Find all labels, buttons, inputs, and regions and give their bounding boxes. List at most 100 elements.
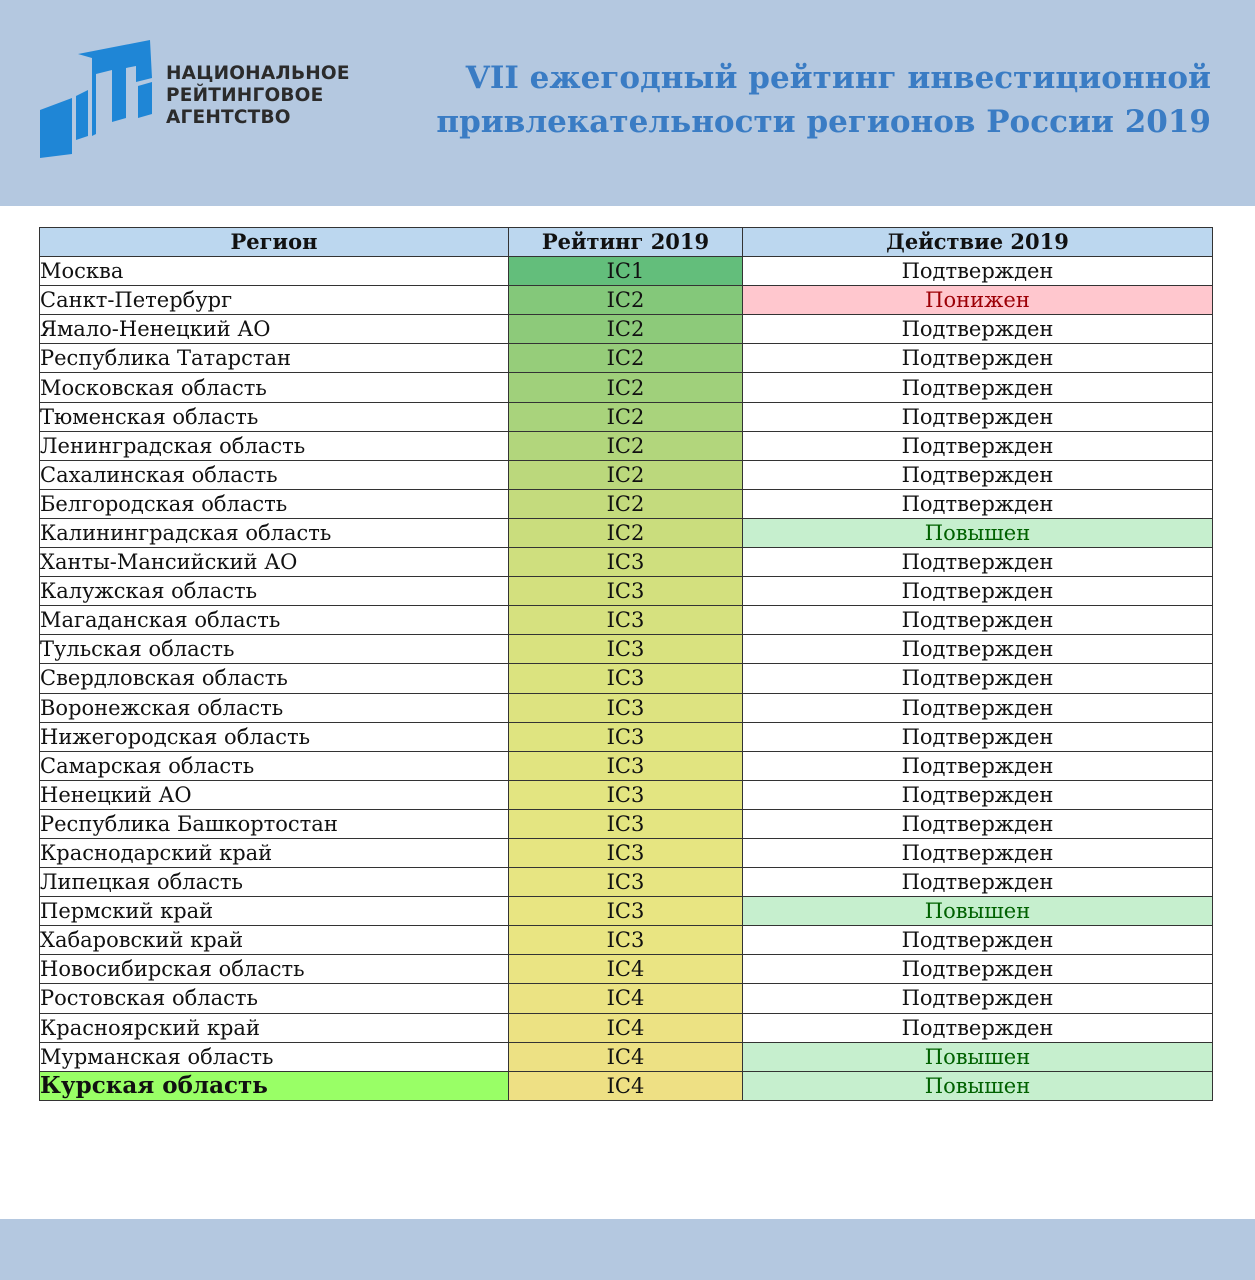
region-cell: Липецкая область	[39, 867, 509, 898]
action-cell: Подтвержден	[742, 314, 1213, 345]
rating-cell: IC4	[508, 1070, 743, 1101]
rating-cell: IC4	[508, 1012, 743, 1043]
action-cell: Подтвержден	[742, 692, 1213, 723]
table-row: Магаданская область IC3 Подтвержден	[39, 605, 1213, 636]
table-row: Москва IC1 Подтвержден	[39, 256, 1213, 287]
action-cell: Подтвержден	[742, 430, 1213, 461]
region-cell: Ямало-Ненецкий АО	[39, 314, 509, 345]
agency-name-line: НАЦИОНАЛЬНОЕ	[166, 63, 350, 84]
rating-cell: IC2	[508, 285, 743, 316]
table-row: Мурманская область IC4 Повышен	[39, 1041, 1213, 1072]
rating-cell: IC3	[508, 808, 743, 839]
rating-cell: IC2	[508, 401, 743, 432]
table-row: Краснодарский край IC3 Подтвержден	[39, 837, 1213, 869]
table-row: Свердловская область IC3 Подтвержден	[39, 663, 1213, 694]
region-cell: Москва	[39, 256, 509, 287]
action-cell: Подтвержден	[742, 779, 1213, 810]
rating-cell: IC4	[508, 1041, 743, 1072]
rating-cell: IC2	[508, 488, 743, 519]
region-cell: Воронежская область	[39, 692, 509, 723]
rating-cell: IC4	[508, 954, 743, 985]
rating-table: Регион Рейтинг 2019 Действие 2019 Москва…	[39, 226, 1213, 1101]
table-row: Белгородская область IC2 Подтвержден	[39, 488, 1213, 519]
table-row: Ненецкий АО IC3 Подтвержден	[39, 779, 1213, 810]
region-cell: Республика Башкортостан	[39, 808, 509, 839]
action-cell: Подтвержден	[742, 256, 1213, 287]
region-cell: Краснодарский край	[39, 837, 509, 869]
rating-cell: IC2	[508, 343, 743, 374]
table-row: Ростовская область IC4 Подтвержден	[39, 983, 1213, 1014]
action-cell: Подтвержден	[742, 663, 1213, 694]
table-row: Липецкая область IC3 Подтвержден	[39, 867, 1213, 898]
table-row: Калининградская область IC2 Повышен	[39, 517, 1213, 549]
action-cell: Подтвержден	[742, 401, 1213, 432]
rating-cell: IC3	[508, 692, 743, 723]
region-cell: Калужская область	[39, 576, 509, 607]
action-cell: Подтвержден	[742, 808, 1213, 839]
rating-cell: IC3	[508, 867, 743, 898]
table-row: Республика Татарстан IC2 Подтвержден	[39, 343, 1213, 374]
table-row: Пермский край IC3 Повышен	[39, 896, 1213, 927]
action-cell: Подтвержден	[742, 488, 1213, 519]
action-cell: Подтвержден	[742, 372, 1213, 403]
table-header-row: Регион Рейтинг 2019 Действие 2019	[39, 226, 1213, 258]
rating-cell: IC1	[508, 256, 743, 287]
region-cell: Белгородская область	[39, 488, 509, 519]
rating-cell: IC3	[508, 925, 743, 956]
region-cell: Республика Татарстан	[39, 343, 509, 374]
rating-cell: IC3	[508, 576, 743, 607]
action-cell: Повышен	[742, 517, 1213, 549]
region-cell: Ленинградская область	[39, 430, 509, 461]
rating-cell: IC2	[508, 314, 743, 345]
action-cell: Подтвержден	[742, 459, 1213, 490]
region-cell: Хабаровский край	[39, 925, 509, 956]
table-row: Новосибирская область IC4 Подтвержден	[39, 954, 1213, 985]
column-header-rating: Рейтинг 2019	[508, 226, 743, 258]
region-cell: Новосибирская область	[39, 954, 509, 985]
rating-cell: IC4	[508, 983, 743, 1014]
region-cell: Нижегородская область	[39, 721, 509, 752]
region-cell: Пермский край	[39, 896, 509, 927]
action-cell: Подтвержден	[742, 634, 1213, 665]
table-row: Санкт-Петербург IC2 Понижен	[39, 285, 1213, 316]
action-cell: Подтвержден	[742, 576, 1213, 607]
region-cell: Магаданская область	[39, 605, 509, 636]
action-cell: Повышен	[742, 896, 1213, 927]
table-row: Нижегородская область IC3 Подтвержден	[39, 721, 1213, 752]
action-cell: Повышен	[742, 1070, 1213, 1101]
action-cell: Подтвержден	[742, 925, 1213, 956]
action-cell: Подтвержден	[742, 983, 1213, 1014]
table-row: Хабаровский край IC3 Подтвержден	[39, 925, 1213, 956]
action-cell: Подтвержден	[742, 1012, 1213, 1043]
action-cell: Повышен	[742, 1041, 1213, 1072]
agency-name: НАЦИОНАЛЬНОЕ РЕЙТИНГОВОЕ АГЕНТСТВО	[166, 63, 350, 129]
rating-cell: IC3	[508, 547, 743, 578]
table-row: Республика Башкортостан IC3 Подтвержден	[39, 808, 1213, 839]
region-cell: Калининградская область	[39, 517, 509, 549]
region-cell: Тюменская область	[39, 401, 509, 432]
page-title: VII ежегодный рейтинг инвестиционной при…	[391, 56, 1211, 144]
region-cell: Ненецкий АО	[39, 779, 509, 810]
table-row: Курская область IC4 Повышен	[39, 1070, 1213, 1101]
table-row: Ханты-Мансийский АО IC3 Подтвержден	[39, 547, 1213, 578]
rating-cell: IC2	[508, 459, 743, 490]
rating-cell: IC2	[508, 372, 743, 403]
table-row: Красноярский край IC4 Подтвержден	[39, 1012, 1213, 1043]
table-row: Тульская область IC3 Подтвержден	[39, 634, 1213, 665]
region-cell: Ростовская область	[39, 983, 509, 1014]
title-line: привлекательности регионов России 2019	[436, 104, 1211, 140]
table-row: Самарская область IC3 Подтвержден	[39, 750, 1213, 781]
action-cell: Понижен	[742, 285, 1213, 316]
rating-cell: IC3	[508, 663, 743, 694]
header-band	[0, 0, 1255, 206]
region-cell: Ханты-Мансийский АО	[39, 547, 509, 578]
rating-cell: IC3	[508, 605, 743, 636]
action-cell: Подтвержден	[742, 547, 1213, 578]
action-cell: Подтвержден	[742, 750, 1213, 781]
title-line: VII ежегодный рейтинг инвестиционной	[465, 60, 1211, 96]
table-row: Калужская область IC3 Подтвержден	[39, 576, 1213, 607]
action-cell: Подтвержден	[742, 954, 1213, 985]
agency-name-line: РЕЙТИНГОВОЕ	[166, 85, 324, 106]
region-cell: Свердловская область	[39, 663, 509, 694]
rating-cell: IC2	[508, 517, 743, 549]
